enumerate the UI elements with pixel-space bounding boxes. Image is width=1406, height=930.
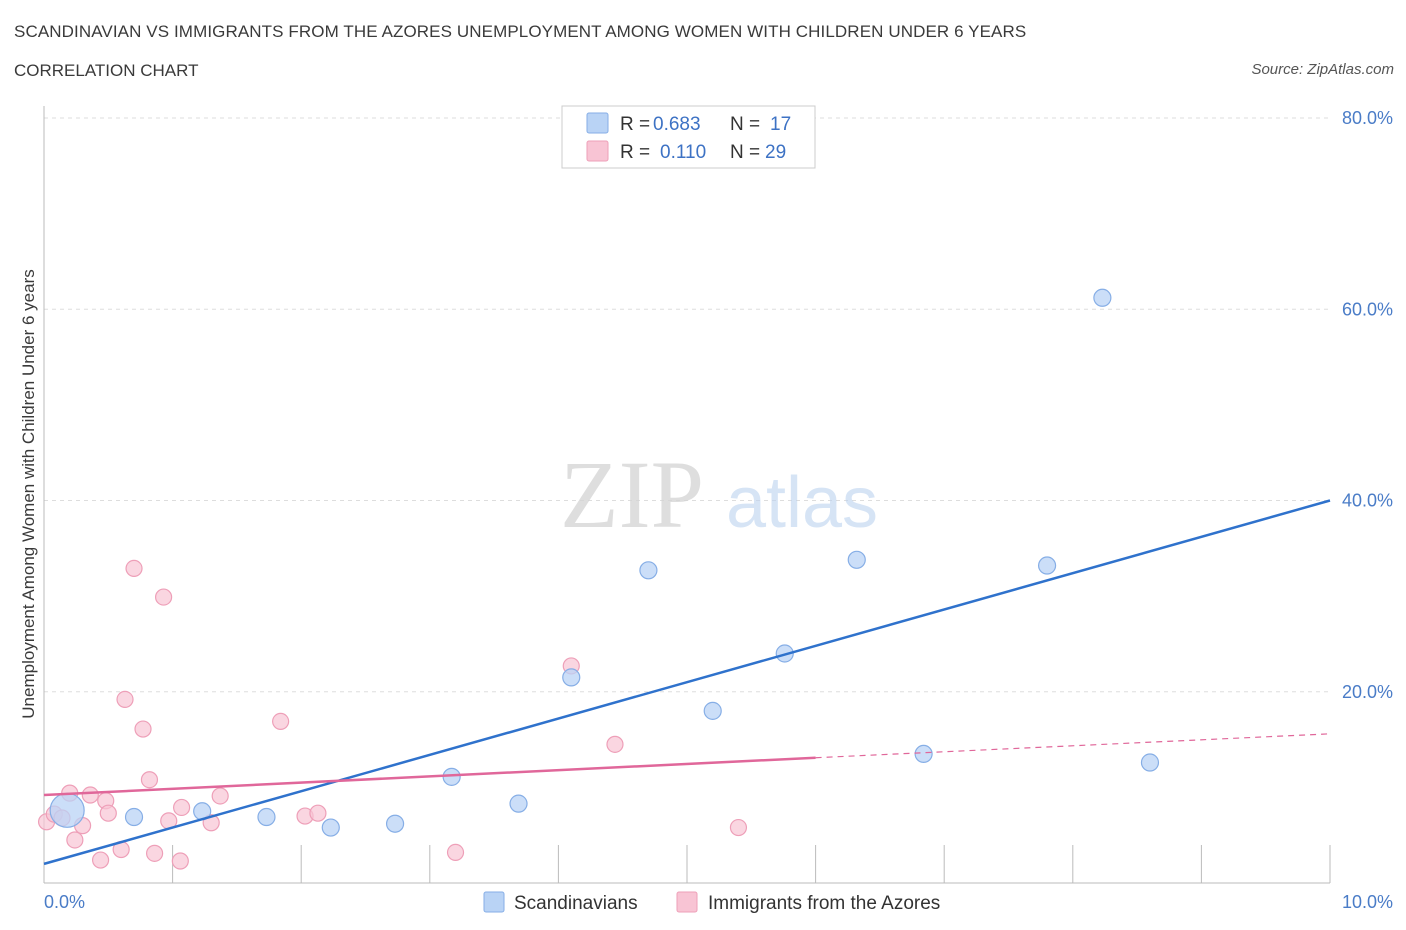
legend-swatch-azores <box>586 140 609 162</box>
y-tick-labels: 20.0% 40.0% 60.0% 80.0% <box>1342 108 1393 702</box>
legend-n-label-1: N = <box>730 114 760 135</box>
azores-point <box>173 798 191 817</box>
scandinavian-point <box>639 561 658 580</box>
y-axis-label: Unemployment Among Women with Children U… <box>19 269 38 718</box>
legend-r-label-1: R = <box>620 114 650 135</box>
legend-r-value-2: 0.110 <box>660 142 706 163</box>
azores-point <box>116 690 134 709</box>
azores-point <box>66 831 84 849</box>
scandinavian-point <box>124 807 144 827</box>
scandinavian-point <box>562 668 581 687</box>
scandinavian-points <box>49 288 1160 837</box>
grid-lines <box>44 117 1330 693</box>
scandinavian-point <box>321 818 340 837</box>
azores-point <box>446 843 465 862</box>
azores-point <box>606 735 624 753</box>
series-legend-label-scandinavians: Scandinavians <box>514 893 638 914</box>
x-tick-label-max: 10.0% <box>1342 892 1393 912</box>
azores-point <box>91 851 110 869</box>
y-tick-label-60: 60.0% <box>1342 299 1393 319</box>
azores-point <box>171 852 189 870</box>
scandinavian-point <box>847 550 866 569</box>
series-legend-label-azores: Immigrants from the Azores <box>708 893 940 914</box>
legend-n-value-2: 29 <box>765 142 786 163</box>
y-tick-label-40: 40.0% <box>1342 491 1393 511</box>
azores-point <box>145 844 164 862</box>
series-legend-swatch-azores <box>676 891 698 913</box>
scandinavian-point <box>509 794 528 813</box>
series-legend: Scandinavians Immigrants from the Azores <box>483 891 940 914</box>
azores-point <box>154 588 173 606</box>
azores-point <box>99 804 117 822</box>
x-tick-label-min: 0.0% <box>44 892 85 912</box>
y-tick-label-80: 80.0% <box>1342 108 1393 128</box>
y-tick-label-20: 20.0% <box>1342 682 1393 702</box>
chart-title: SCANDINAVIAN VS IMMIGRANTS FROM THE AZOR… <box>14 22 1027 41</box>
watermark-atlas: atlas <box>726 463 878 543</box>
legend-r-label-2: R = <box>620 142 650 163</box>
legend-r-value-1: 0.683 <box>653 114 701 135</box>
scandinavian-point <box>1093 288 1112 307</box>
source-credit: Source: ZipAtlas.com <box>1251 61 1394 78</box>
azores-point <box>81 786 99 804</box>
azores-point <box>125 559 143 577</box>
correlation-legend: R = 0.683 N = 17 R = 0.110 N = 29 <box>561 105 816 169</box>
azores-point <box>211 787 229 805</box>
x-minor-ticks <box>43 845 1331 883</box>
azores-point <box>272 712 290 730</box>
scandinavian-point <box>1037 556 1057 575</box>
scandinavian-point <box>703 701 722 720</box>
scandinavian-trend-line <box>43 499 1331 866</box>
azores-trend-extension <box>815 733 1331 759</box>
scandinavian-point <box>1140 753 1160 772</box>
chart-subtitle: CORRELATION CHART <box>14 61 199 80</box>
scandinavian-point <box>914 744 933 764</box>
azores-point <box>140 771 159 789</box>
series-legend-swatch-scandinavians <box>483 891 505 913</box>
watermark-zip: ZIP <box>560 441 704 548</box>
legend-n-value-1: 17 <box>770 114 791 135</box>
legend-n-label-2: N = <box>730 142 760 163</box>
azores-point <box>729 818 748 837</box>
trend-lines <box>43 499 1331 866</box>
scandinavian-point <box>257 807 276 827</box>
azores-point <box>134 720 152 738</box>
azores-point <box>309 804 327 822</box>
legend-swatch-scandinavians <box>586 112 609 134</box>
azores-trend-line <box>43 756 816 797</box>
scandinavian-point <box>385 814 405 833</box>
scandinavian-point <box>49 792 85 828</box>
